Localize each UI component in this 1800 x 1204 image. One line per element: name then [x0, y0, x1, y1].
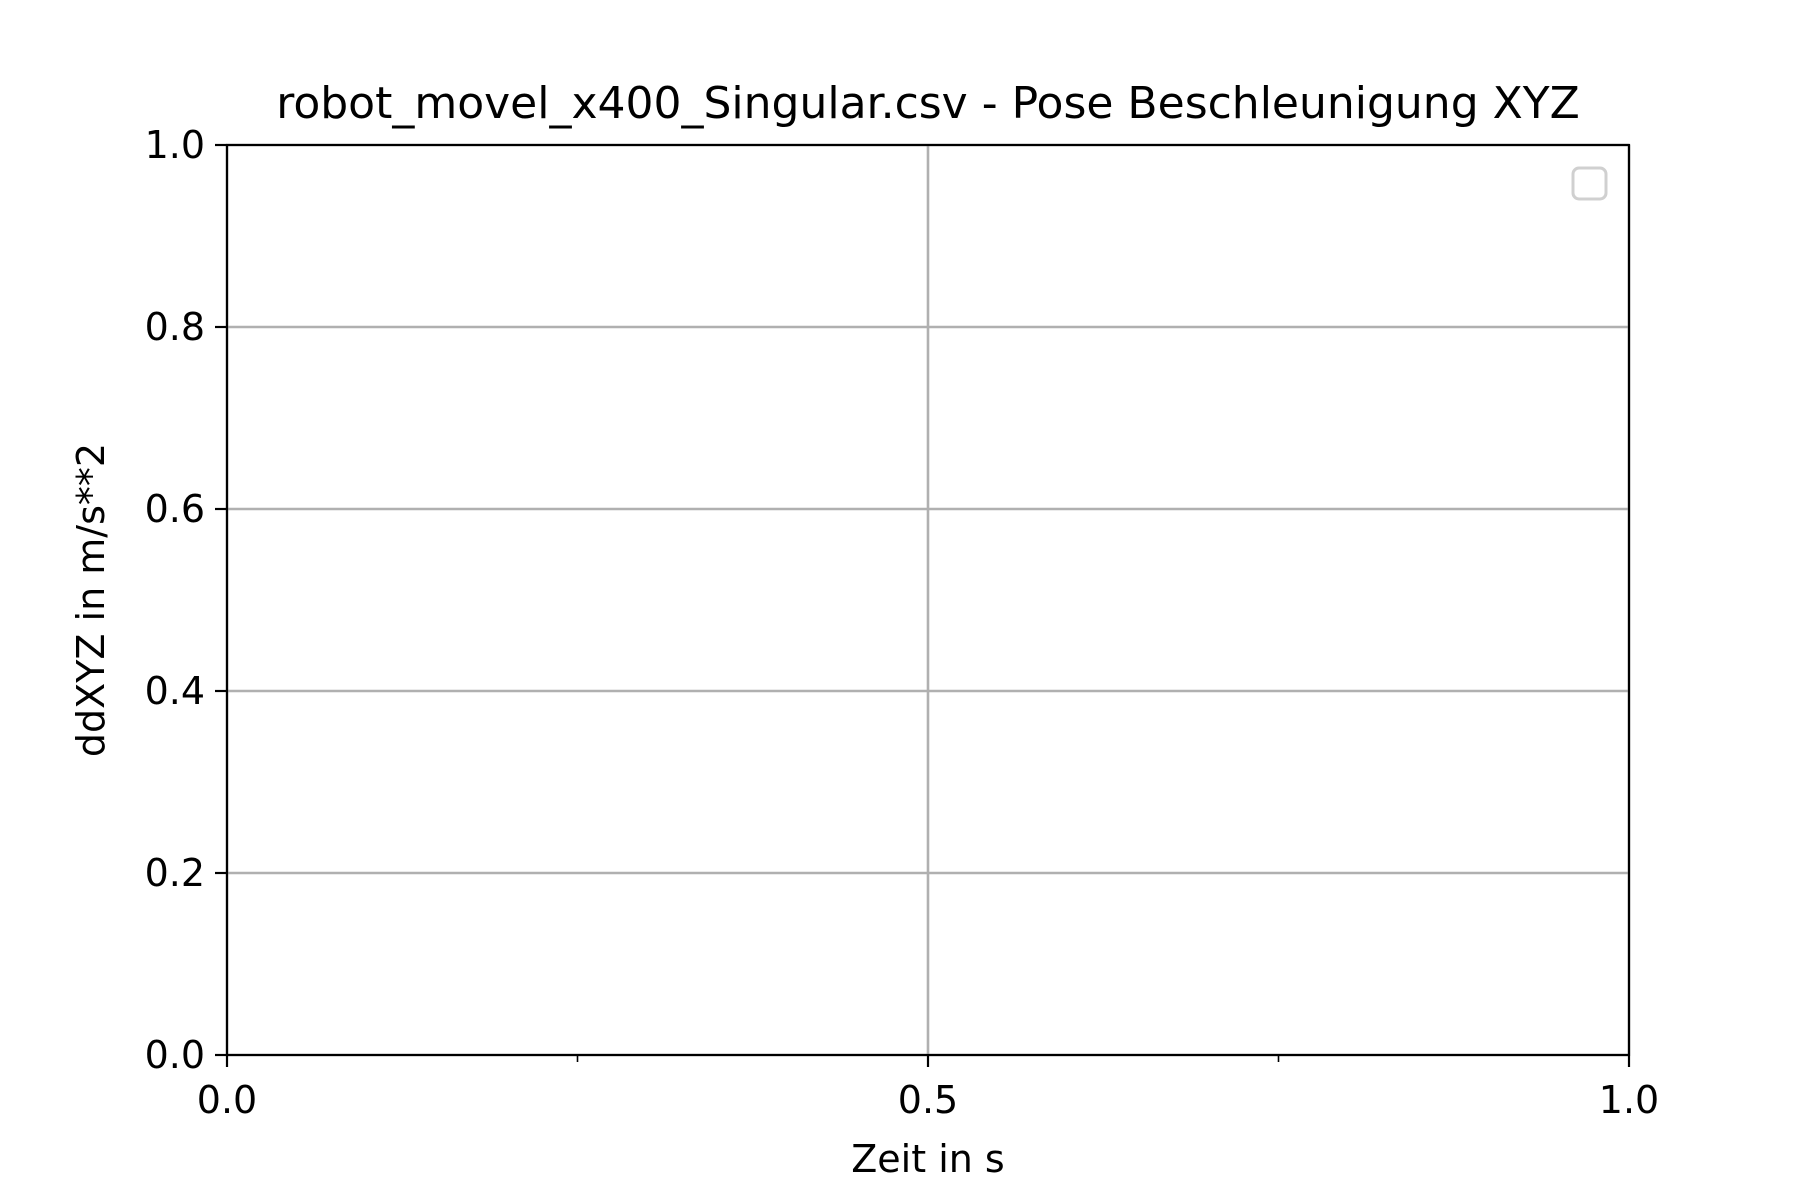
y-tick-label: 0.4: [145, 669, 205, 713]
axis-ticks: 0.0 0.5 1.0 0.0 0.2 0.4 0.6 0.8 1.0: [145, 123, 1660, 1122]
x-tick-label: 0.5: [898, 1078, 958, 1122]
legend-box: [1571, 166, 1608, 201]
chart-title: robot_movel_x400_Singular.csv - Pose Bes…: [276, 78, 1580, 129]
x-axis-label: Zeit in s: [851, 1137, 1004, 1181]
x-tick-label: 1.0: [1599, 1078, 1659, 1122]
y-tick-label: 0.2: [145, 851, 205, 895]
y-tick-label: 1.0: [145, 123, 205, 167]
x-tick-label: 0.0: [197, 1078, 257, 1122]
y-tick-label: 0.8: [145, 305, 205, 349]
y-axis-label: ddXYZ in m/s**2: [69, 443, 113, 757]
y-tick-label: 0.0: [145, 1033, 205, 1077]
y-tick-label: 0.6: [145, 487, 205, 531]
